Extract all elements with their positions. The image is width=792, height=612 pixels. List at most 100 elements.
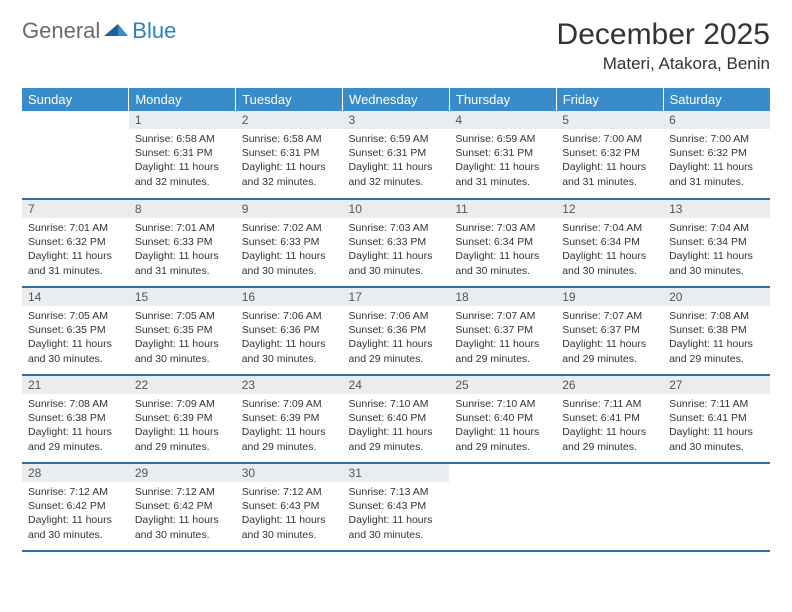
day-content: Sunrise: 7:10 AMSunset: 6:40 PMDaylight:… [343,394,450,460]
day-number: 2 [236,111,343,129]
page-header: General Blue December 2025 Materi, Atako… [22,18,770,74]
weekday-header: Tuesday [236,88,343,111]
day-content: Sunrise: 7:12 AMSunset: 6:42 PMDaylight:… [129,482,236,548]
day-content: Sunrise: 7:11 AMSunset: 6:41 PMDaylight:… [663,394,770,460]
day-content: Sunrise: 7:09 AMSunset: 6:39 PMDaylight:… [129,394,236,460]
calendar-cell: 19Sunrise: 7:07 AMSunset: 6:37 PMDayligh… [556,287,663,375]
calendar-cell: 10Sunrise: 7:03 AMSunset: 6:33 PMDayligh… [343,199,450,287]
brand-mark-icon [104,18,128,44]
calendar-cell: 15Sunrise: 7:05 AMSunset: 6:35 PMDayligh… [129,287,236,375]
day-content: Sunrise: 7:09 AMSunset: 6:39 PMDaylight:… [236,394,343,460]
brand-logo: General Blue [22,18,176,44]
calendar-cell: 23Sunrise: 7:09 AMSunset: 6:39 PMDayligh… [236,375,343,463]
location-text: Materi, Atakora, Benin [557,54,770,74]
calendar-cell: 25Sunrise: 7:10 AMSunset: 6:40 PMDayligh… [449,375,556,463]
calendar-cell: 9Sunrise: 7:02 AMSunset: 6:33 PMDaylight… [236,199,343,287]
day-number: 26 [556,376,663,394]
calendar-cell: . [22,111,129,199]
day-number: 25 [449,376,556,394]
calendar-row: .1Sunrise: 6:58 AMSunset: 6:31 PMDayligh… [22,111,770,199]
calendar-row: 14Sunrise: 7:05 AMSunset: 6:35 PMDayligh… [22,287,770,375]
day-content: Sunrise: 7:05 AMSunset: 6:35 PMDaylight:… [22,306,129,372]
day-content: Sunrise: 7:04 AMSunset: 6:34 PMDaylight:… [556,218,663,284]
day-content: Sunrise: 7:00 AMSunset: 6:32 PMDaylight:… [663,129,770,195]
day-number: 30 [236,464,343,482]
calendar-cell: 8Sunrise: 7:01 AMSunset: 6:33 PMDaylight… [129,199,236,287]
day-number: 10 [343,200,450,218]
day-number: 4 [449,111,556,129]
day-content: Sunrise: 7:08 AMSunset: 6:38 PMDaylight:… [22,394,129,460]
calendar-cell: 4Sunrise: 6:59 AMSunset: 6:31 PMDaylight… [449,111,556,199]
calendar-cell: 28Sunrise: 7:12 AMSunset: 6:42 PMDayligh… [22,463,129,551]
day-number: 21 [22,376,129,394]
brand-text-general: General [22,18,100,44]
day-content: Sunrise: 7:10 AMSunset: 6:40 PMDaylight:… [449,394,556,460]
calendar-table: SundayMondayTuesdayWednesdayThursdayFrid… [22,88,770,552]
day-content: Sunrise: 7:01 AMSunset: 6:32 PMDaylight:… [22,218,129,284]
calendar-cell: 21Sunrise: 7:08 AMSunset: 6:38 PMDayligh… [22,375,129,463]
day-content: Sunrise: 7:01 AMSunset: 6:33 PMDaylight:… [129,218,236,284]
calendar-cell: 1Sunrise: 6:58 AMSunset: 6:31 PMDaylight… [129,111,236,199]
day-number: 13 [663,200,770,218]
day-number: 22 [129,376,236,394]
day-number: 9 [236,200,343,218]
brand-text-blue: Blue [132,18,176,44]
calendar-cell: 29Sunrise: 7:12 AMSunset: 6:42 PMDayligh… [129,463,236,551]
day-number: 8 [129,200,236,218]
day-number: 20 [663,288,770,306]
calendar-cell: 16Sunrise: 7:06 AMSunset: 6:36 PMDayligh… [236,287,343,375]
day-number: 11 [449,200,556,218]
day-number: 28 [22,464,129,482]
weekday-header: Saturday [663,88,770,111]
day-number: 6 [663,111,770,129]
month-title: December 2025 [557,18,770,52]
day-content: Sunrise: 7:00 AMSunset: 6:32 PMDaylight:… [556,129,663,195]
day-content: Sunrise: 6:58 AMSunset: 6:31 PMDaylight:… [236,129,343,195]
calendar-cell: 18Sunrise: 7:07 AMSunset: 6:37 PMDayligh… [449,287,556,375]
day-content: Sunrise: 7:12 AMSunset: 6:42 PMDaylight:… [22,482,129,548]
calendar-cell: 6Sunrise: 7:00 AMSunset: 6:32 PMDaylight… [663,111,770,199]
day-content: Sunrise: 7:07 AMSunset: 6:37 PMDaylight:… [449,306,556,372]
day-number: 16 [236,288,343,306]
day-content: Sunrise: 7:13 AMSunset: 6:43 PMDaylight:… [343,482,450,548]
calendar-cell: 17Sunrise: 7:06 AMSunset: 6:36 PMDayligh… [343,287,450,375]
day-number: 23 [236,376,343,394]
day-content: Sunrise: 7:06 AMSunset: 6:36 PMDaylight:… [343,306,450,372]
calendar-cell: . [449,463,556,551]
weekday-header: Sunday [22,88,129,111]
day-content: Sunrise: 7:06 AMSunset: 6:36 PMDaylight:… [236,306,343,372]
day-content: Sunrise: 7:05 AMSunset: 6:35 PMDaylight:… [129,306,236,372]
calendar-cell: 12Sunrise: 7:04 AMSunset: 6:34 PMDayligh… [556,199,663,287]
day-content: Sunrise: 6:58 AMSunset: 6:31 PMDaylight:… [129,129,236,195]
day-number: 3 [343,111,450,129]
calendar-cell: 3Sunrise: 6:59 AMSunset: 6:31 PMDaylight… [343,111,450,199]
day-content: Sunrise: 7:03 AMSunset: 6:33 PMDaylight:… [343,218,450,284]
calendar-body: .1Sunrise: 6:58 AMSunset: 6:31 PMDayligh… [22,111,770,551]
day-content: Sunrise: 7:07 AMSunset: 6:37 PMDaylight:… [556,306,663,372]
calendar-row: 21Sunrise: 7:08 AMSunset: 6:38 PMDayligh… [22,375,770,463]
calendar-cell: 27Sunrise: 7:11 AMSunset: 6:41 PMDayligh… [663,375,770,463]
calendar-row: 7Sunrise: 7:01 AMSunset: 6:32 PMDaylight… [22,199,770,287]
day-number: 14 [22,288,129,306]
day-content: Sunrise: 7:04 AMSunset: 6:34 PMDaylight:… [663,218,770,284]
calendar-cell: 7Sunrise: 7:01 AMSunset: 6:32 PMDaylight… [22,199,129,287]
calendar-cell: 26Sunrise: 7:11 AMSunset: 6:41 PMDayligh… [556,375,663,463]
weekday-header: Thursday [449,88,556,111]
day-number: 5 [556,111,663,129]
calendar-cell: 24Sunrise: 7:10 AMSunset: 6:40 PMDayligh… [343,375,450,463]
calendar-cell: 22Sunrise: 7:09 AMSunset: 6:39 PMDayligh… [129,375,236,463]
day-number: 1 [129,111,236,129]
calendar-cell: 14Sunrise: 7:05 AMSunset: 6:35 PMDayligh… [22,287,129,375]
calendar-head: SundayMondayTuesdayWednesdayThursdayFrid… [22,88,770,111]
calendar-cell: 13Sunrise: 7:04 AMSunset: 6:34 PMDayligh… [663,199,770,287]
calendar-cell: 20Sunrise: 7:08 AMSunset: 6:38 PMDayligh… [663,287,770,375]
day-number: 24 [343,376,450,394]
weekday-header: Wednesday [343,88,450,111]
calendar-cell: 30Sunrise: 7:12 AMSunset: 6:43 PMDayligh… [236,463,343,551]
calendar-cell: 2Sunrise: 6:58 AMSunset: 6:31 PMDaylight… [236,111,343,199]
weekday-row: SundayMondayTuesdayWednesdayThursdayFrid… [22,88,770,111]
day-number: 18 [449,288,556,306]
day-content: Sunrise: 7:08 AMSunset: 6:38 PMDaylight:… [663,306,770,372]
day-content: Sunrise: 7:12 AMSunset: 6:43 PMDaylight:… [236,482,343,548]
calendar-cell: . [556,463,663,551]
